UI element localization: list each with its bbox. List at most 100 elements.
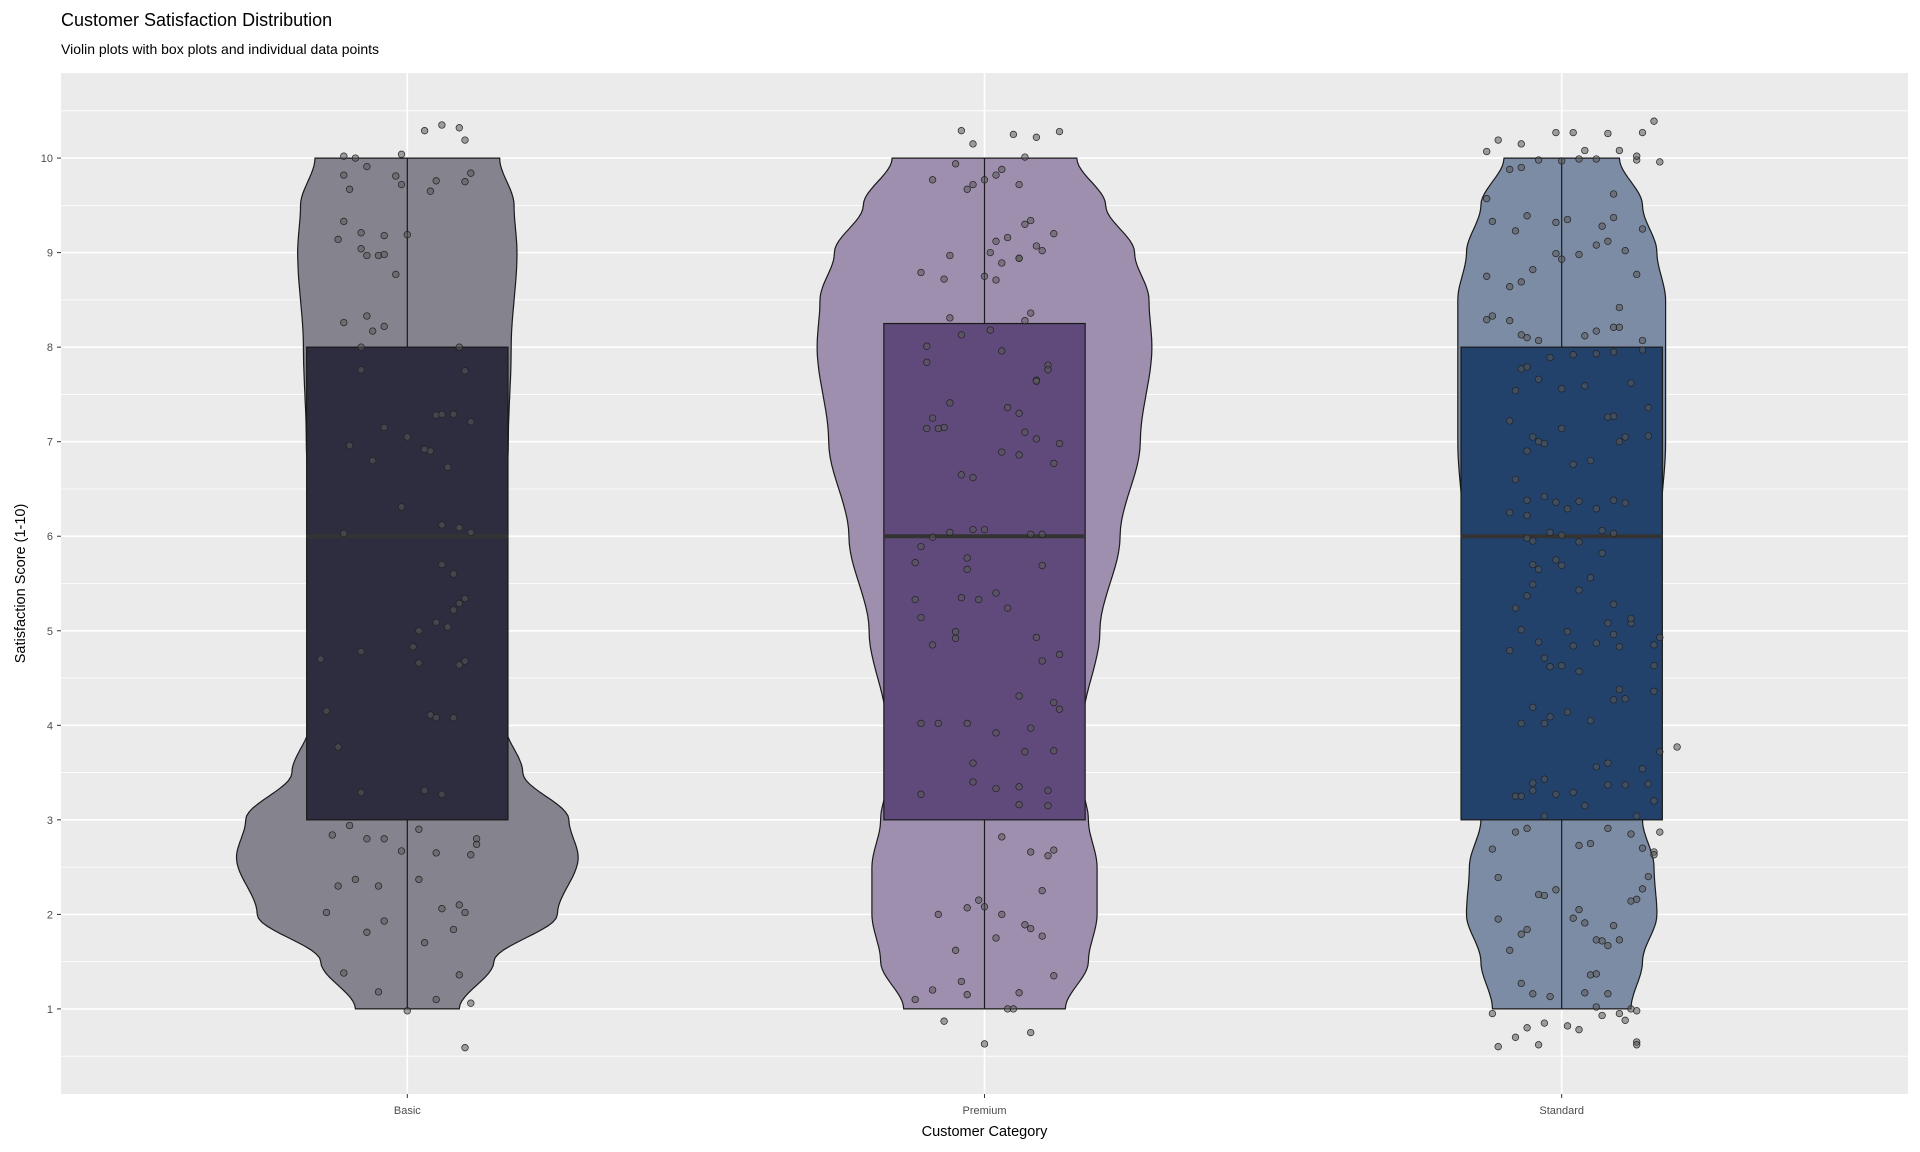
data-point (1506, 946, 1514, 954)
data-point (1494, 1043, 1502, 1051)
data-point (934, 424, 942, 433)
data-point (1586, 839, 1595, 848)
y-tick-label: 6 (47, 531, 53, 543)
data-point (1038, 932, 1046, 940)
data-point (998, 347, 1006, 355)
data-point (980, 903, 989, 911)
data-point (461, 908, 469, 917)
data-point (1483, 272, 1491, 280)
data-point (449, 606, 458, 614)
data-point (1552, 790, 1560, 798)
data-point (1627, 379, 1635, 387)
data-point (957, 127, 966, 135)
data-point (1044, 786, 1052, 795)
data-point (1621, 781, 1629, 789)
data-point (1615, 643, 1624, 651)
data-points (317, 117, 1681, 1052)
data-point (1592, 970, 1600, 978)
data-point (1569, 642, 1577, 650)
data-point (1483, 316, 1491, 324)
data-point (397, 150, 406, 158)
data-point (917, 613, 925, 622)
data-point (1517, 792, 1525, 800)
data-point (363, 835, 371, 843)
data-point (1575, 497, 1583, 505)
data-point (432, 995, 440, 1004)
data-point (1609, 190, 1618, 198)
data-point (1552, 498, 1560, 506)
data-point (928, 414, 937, 422)
data-point (1511, 604, 1520, 612)
data-point (403, 1007, 411, 1015)
data-point (1540, 492, 1549, 501)
data-point (1575, 667, 1583, 676)
data-point (420, 786, 429, 795)
data-point (1506, 417, 1514, 425)
data-point (940, 275, 948, 283)
data-point (1534, 638, 1543, 646)
data-point (392, 172, 400, 180)
data-point (1027, 924, 1035, 933)
data-point (1609, 600, 1618, 608)
data-point (340, 318, 348, 327)
data-point (1003, 604, 1012, 612)
data-point (1027, 309, 1035, 317)
data-point (1027, 530, 1035, 538)
data-point (969, 140, 977, 148)
data-point (1523, 592, 1531, 600)
data-point (1552, 886, 1560, 894)
data-point (1015, 801, 1023, 809)
data-point (1598, 1011, 1606, 1020)
data-point (415, 825, 423, 833)
data-point (1569, 128, 1577, 137)
data-point (1656, 633, 1664, 642)
data-point (420, 127, 429, 135)
data-point (438, 410, 446, 418)
data-point (1621, 433, 1629, 441)
data-point (1546, 353, 1554, 362)
data-point (467, 999, 475, 1007)
data-point (1044, 366, 1052, 374)
data-point (1050, 230, 1058, 238)
data-point (998, 833, 1006, 841)
data-point (432, 714, 440, 722)
data-point (1506, 317, 1514, 325)
data-point (923, 358, 931, 366)
data-point (1032, 133, 1041, 141)
data-point (1523, 824, 1531, 833)
data-point (1558, 157, 1566, 165)
data-point (923, 424, 931, 433)
data-point (1511, 386, 1520, 395)
x-tick-label: Standard (1539, 1105, 1584, 1117)
data-point (432, 849, 440, 857)
data-point (1534, 1041, 1543, 1049)
data-point (432, 177, 440, 185)
data-point (1638, 844, 1647, 852)
data-point (1592, 350, 1600, 358)
data-point (340, 152, 348, 160)
data-point (1563, 505, 1572, 513)
data-point (1523, 511, 1531, 520)
data-point (380, 423, 388, 432)
data-point (946, 251, 954, 260)
data-point (1038, 657, 1046, 665)
data-point (1581, 382, 1589, 390)
data-point (369, 327, 377, 335)
data-point (980, 525, 989, 534)
data-point (1021, 153, 1029, 161)
data-point (928, 533, 937, 541)
data-point (1540, 1019, 1549, 1027)
data-point (334, 235, 342, 244)
y-tick-label: 4 (47, 720, 53, 732)
data-point (1494, 136, 1502, 144)
data-point (1529, 537, 1537, 545)
data-point (1604, 759, 1612, 767)
data-point (940, 1017, 948, 1025)
data-point (1529, 433, 1537, 441)
data-point (1534, 156, 1543, 164)
data-point (1517, 331, 1525, 339)
data-point (1015, 254, 1023, 262)
data-point (1638, 128, 1647, 137)
data-point (1529, 265, 1537, 274)
data-point (1032, 633, 1041, 642)
